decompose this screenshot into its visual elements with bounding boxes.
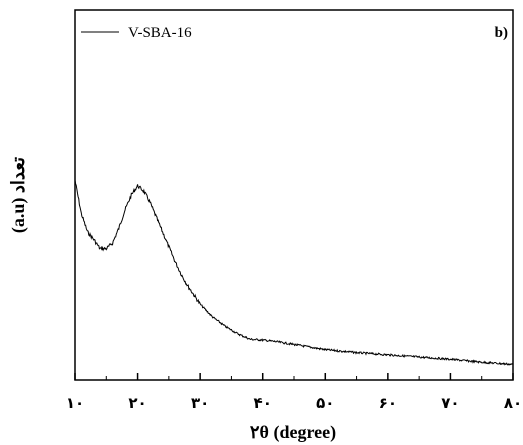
x-tick-label: ۶۰ xyxy=(379,394,397,412)
panel-label: b) xyxy=(495,25,508,41)
x-tick-label: ۷۰ xyxy=(441,394,459,412)
x-ticks xyxy=(74,373,514,380)
x-tick-label: ۱۰ xyxy=(66,394,84,412)
plot-frame xyxy=(74,9,514,381)
x-tick-label: ۸۰ xyxy=(504,394,522,412)
legend-label: V-SBA-16 xyxy=(128,25,192,41)
x-tick-label: ۵۰ xyxy=(316,394,334,412)
y-axis-title: (a.u) تعداد xyxy=(8,157,29,233)
x-axis-title: ۲θ (degree) xyxy=(250,422,336,443)
series-line-v-sba-16 xyxy=(74,180,514,366)
x-tick-label: ۴۰ xyxy=(254,394,272,412)
x-tick-label: ۲۰ xyxy=(128,394,146,412)
x-tick-labels: ۱۰ ۲۰ ۳۰ ۴۰ ۵۰ ۶۰ ۷۰ ۸۰ xyxy=(66,394,522,412)
x-tick-label: ۳۰ xyxy=(191,394,209,412)
